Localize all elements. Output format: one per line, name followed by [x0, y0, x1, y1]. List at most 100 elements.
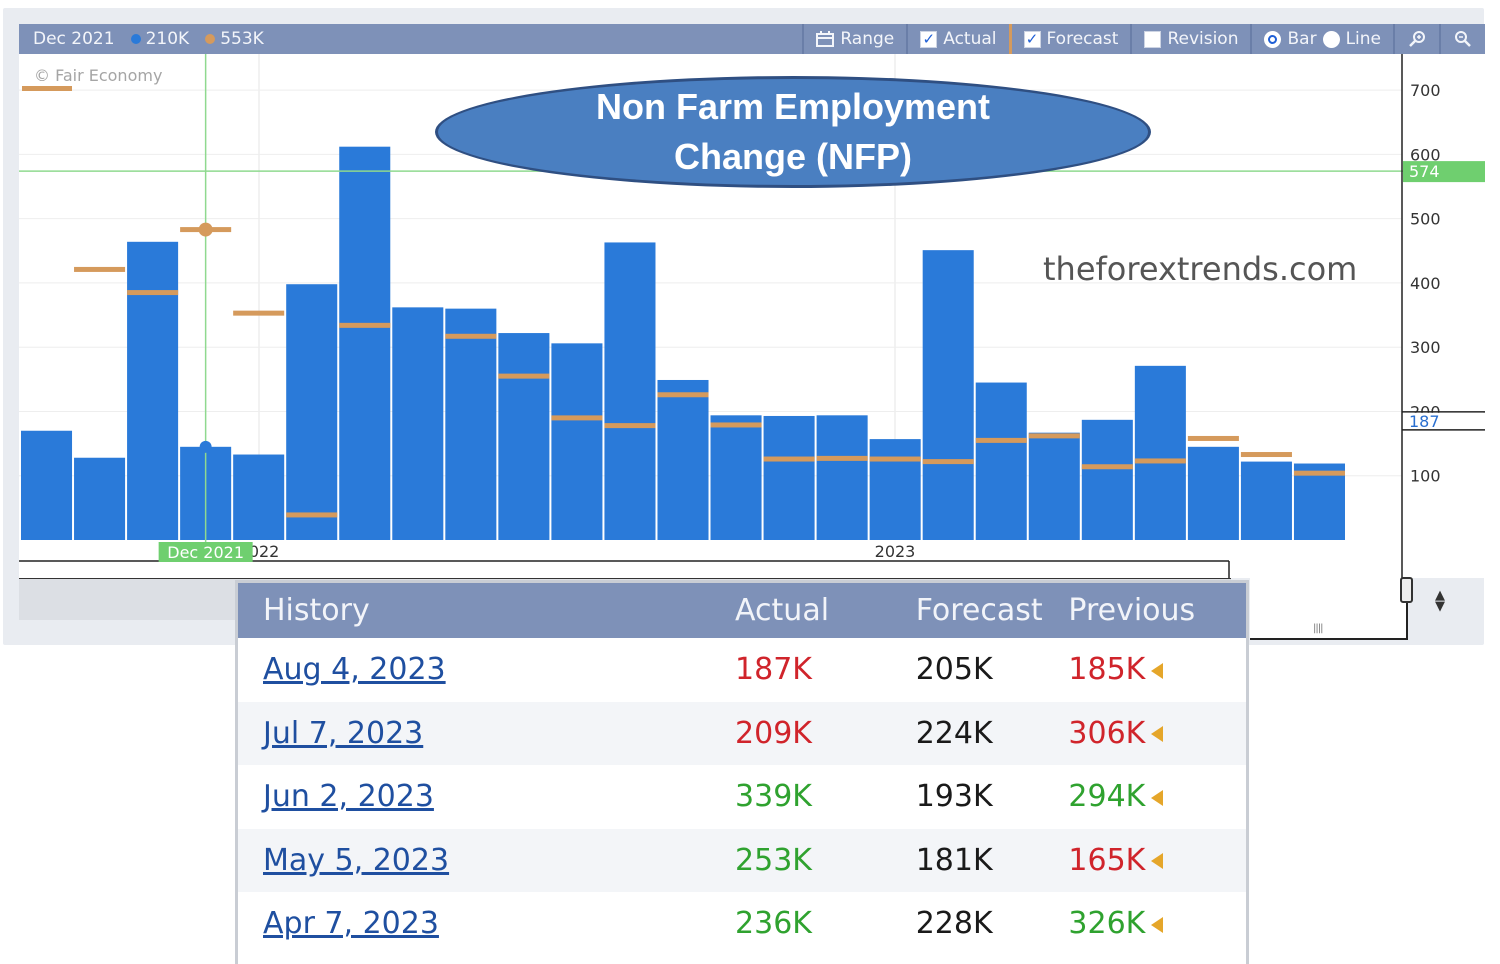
actual-cell: 187K [735, 652, 812, 688]
forecast-marker[interactable] [657, 392, 709, 398]
previous-cell: 306K [1056, 716, 1246, 751]
forecast-marker[interactable] [286, 512, 338, 518]
actual-bar[interactable] [1240, 461, 1292, 540]
actual-bar[interactable] [1187, 446, 1239, 540]
actual-bar[interactable] [604, 242, 656, 541]
forecast-marker[interactable] [816, 455, 868, 461]
navigator-handle[interactable] [1400, 577, 1413, 603]
revision-arrow-icon [1151, 916, 1164, 933]
actual-bar[interactable] [127, 241, 179, 540]
forecast-cell: 205K [915, 652, 993, 688]
actual-bar[interactable] [1134, 365, 1186, 540]
actual-bar[interactable] [445, 308, 497, 540]
previous-value: 306K [1068, 715, 1146, 751]
forecast-marker[interactable] [445, 333, 497, 339]
forecast-marker[interactable] [1134, 458, 1186, 464]
latest-value-badge [1403, 412, 1483, 429]
actual-bar[interactable] [286, 284, 338, 540]
actual-bar[interactable] [339, 146, 391, 541]
actual-bar[interactable] [21, 430, 73, 540]
release-date-link[interactable]: Aug 4, 2023 [263, 652, 446, 688]
crosshair-value-label: 574 [1409, 162, 1440, 181]
crosshair-value-badge [1403, 161, 1485, 183]
readout-actual-value: 210K [145, 29, 190, 49]
table-row: Aug 4, 2023 187K 205K 185K [238, 638, 1246, 702]
actual-cell: 209K [735, 715, 812, 751]
previous-value: 185K [1068, 652, 1146, 688]
forecast-toggle[interactable]: ✓ Forecast [1008, 24, 1131, 54]
forecast-cell: 181K [915, 842, 993, 878]
previous-cell: 326K [1056, 906, 1246, 941]
range-button[interactable]: Range [802, 24, 906, 54]
readout-forecast: 553K [205, 29, 264, 49]
actual-toggle-label: Actual [943, 29, 997, 49]
title-line-1: Non Farm Employment [595, 86, 991, 127]
forecast-marker[interactable] [604, 423, 656, 429]
actual-bar[interactable] [763, 415, 815, 540]
zoom-in-button[interactable] [1393, 24, 1439, 54]
checkbox-unchecked-icon[interactable] [1144, 30, 1162, 48]
resize-updown-icon[interactable]: ▲ ▼ [1435, 588, 1445, 614]
release-date-link[interactable]: Jul 7, 2023 [263, 715, 424, 751]
actual-bar[interactable] [392, 307, 444, 540]
forecast-marker[interactable] [922, 459, 974, 465]
actual-cell: 339K [735, 779, 812, 815]
forecast-marker[interactable] [1028, 433, 1080, 439]
forecast-marker[interactable] [975, 437, 1027, 443]
crosshair-date-label: Dec 2021 [167, 543, 244, 562]
forecast-marker[interactable] [763, 456, 815, 462]
forecast-marker[interactable] [710, 422, 762, 428]
crosshair-actual-point [199, 440, 212, 453]
chart-type-toggle[interactable]: Bar Line [1250, 24, 1393, 54]
actual-bar[interactable] [869, 439, 921, 540]
header-actual: Actual [735, 593, 830, 628]
radio-unselected-icon[interactable] [1322, 30, 1340, 48]
actual-bar[interactable] [710, 415, 762, 540]
release-date-link[interactable]: Jun 2, 2023 [263, 779, 434, 815]
table-row: Jun 2, 2023 339K 193K 294K [238, 765, 1246, 829]
forecast-dot-icon [205, 34, 216, 44]
revision-toggle-label: Revision [1167, 29, 1239, 49]
checkbox-checked-icon[interactable]: ✓ [920, 30, 938, 48]
radio-selected-icon[interactable] [1264, 30, 1282, 48]
actual-bar[interactable] [551, 343, 603, 540]
line-option-label: Line [1345, 29, 1381, 49]
actual-bar[interactable] [657, 379, 709, 540]
checkbox-checked-icon[interactable]: ✓ [1023, 30, 1041, 48]
zoom-out-button[interactable] [1439, 24, 1485, 54]
forecast-marker[interactable] [127, 290, 179, 296]
revision-toggle[interactable]: Revision [1130, 24, 1250, 54]
legend-forecast-swatch [22, 86, 72, 91]
actual-bar[interactable] [1028, 432, 1080, 540]
actual-bar[interactable] [975, 382, 1027, 540]
header-history: History [263, 593, 370, 628]
actual-toggle[interactable]: ✓ Actual [906, 24, 1008, 54]
actual-bar[interactable] [233, 454, 285, 540]
y-tick-label: 300 [1410, 338, 1441, 357]
forecast-marker[interactable] [339, 322, 391, 328]
actual-bar[interactable] [498, 333, 550, 540]
forecast-marker[interactable] [869, 456, 921, 462]
actual-bar[interactable] [922, 250, 974, 540]
actual-bar[interactable] [816, 415, 868, 540]
readout-date: Dec 2021 [33, 29, 115, 49]
forecast-marker[interactable] [1293, 470, 1345, 476]
release-date-link[interactable]: Apr 7, 2023 [263, 906, 439, 942]
actual-cell: 236K [735, 906, 812, 942]
title-line-2: Change (NFP) [674, 136, 912, 177]
calendar-icon [816, 31, 835, 47]
actual-bar[interactable] [74, 457, 126, 540]
scroll-grip-icon[interactable]: |||| [1313, 623, 1324, 634]
chart-title-banner: Non Farm Employment Change (NFP) [435, 76, 1151, 188]
forecast-marker[interactable] [498, 373, 550, 379]
forecast-marker[interactable] [1187, 435, 1239, 441]
actual-bar[interactable] [1293, 463, 1345, 540]
forecast-marker[interactable] [1240, 452, 1292, 458]
forecast-marker[interactable] [74, 266, 126, 272]
actual-bar[interactable] [1081, 419, 1133, 540]
forecast-marker[interactable] [551, 415, 603, 421]
forecast-marker[interactable] [1081, 464, 1133, 470]
release-date-link[interactable]: May 5, 2023 [263, 842, 450, 878]
forecast-marker[interactable] [233, 310, 285, 316]
